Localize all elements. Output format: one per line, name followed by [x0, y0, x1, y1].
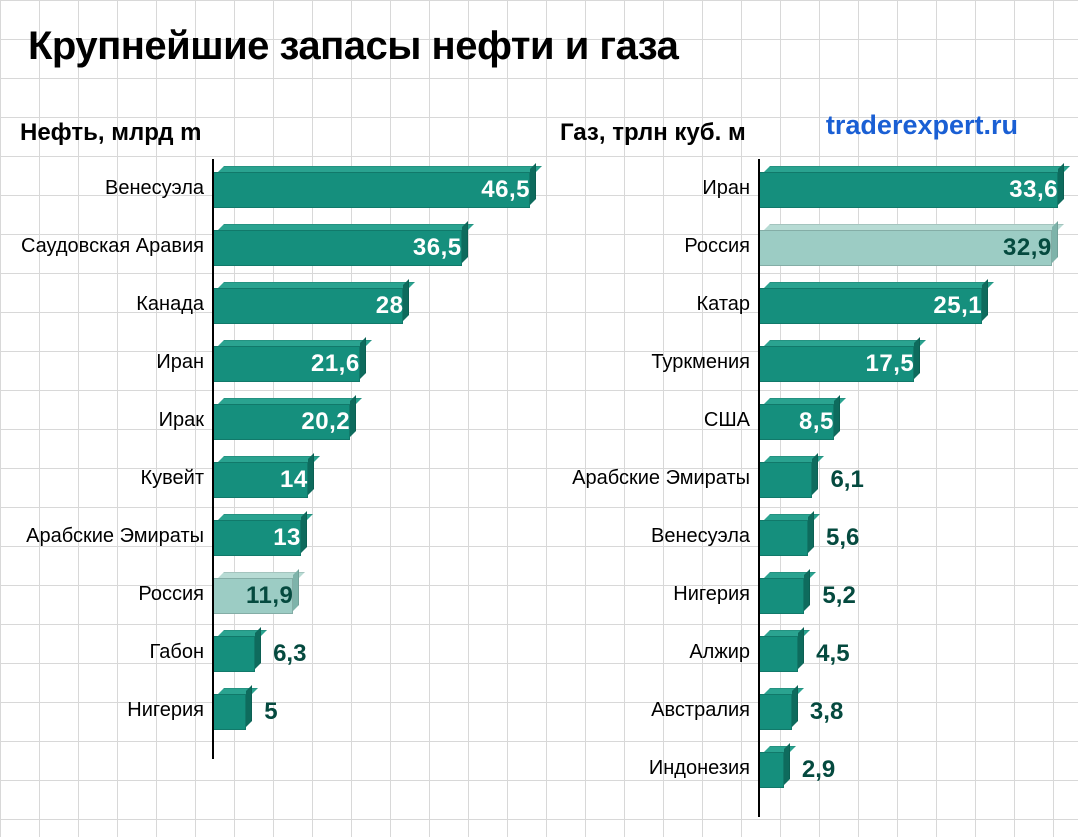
bar-value: 21,6 — [212, 346, 360, 382]
country-label: Арабские Эмираты — [540, 467, 758, 490]
bar-row: Габон 6,3 — [0, 623, 540, 681]
country-label: Россия — [0, 583, 212, 606]
bar-row: Катар25,1 — [540, 275, 1078, 333]
bar-row: Нигерия 5,2 — [540, 565, 1078, 623]
country-label: Венесуэла — [540, 525, 758, 548]
bar-value: 4,5 — [804, 636, 849, 672]
bar-value: 28 — [212, 288, 403, 324]
country-label: Нигерия — [540, 583, 758, 606]
country-label: Иран — [540, 177, 758, 200]
bar-row: Саудовская Аравия36,5 — [0, 217, 540, 275]
country-label: Туркмения — [540, 351, 758, 374]
country-label: Россия — [540, 235, 758, 258]
country-label: Катар — [540, 293, 758, 316]
gas-axis-label: Газ, трлн куб. м — [540, 119, 1078, 147]
bar-side-face — [462, 221, 468, 263]
bar-row: Иран21,6 — [0, 333, 540, 391]
country-label: США — [540, 409, 758, 432]
bar-value: 14 — [212, 462, 308, 498]
bar-row: Венесуэла 5,6 — [540, 507, 1078, 565]
bar-side-face — [1058, 163, 1064, 205]
bar-value: 5,2 — [810, 578, 855, 614]
bar-row: Россия32,9 — [540, 217, 1078, 275]
bar-side-face — [293, 569, 299, 611]
bar-row: Кувейт14 — [0, 449, 540, 507]
gas-chart: Газ, трлн куб. м Иран33,6Россия32,9Катар… — [540, 119, 1078, 797]
bar-value: 5,6 — [814, 520, 859, 556]
bar-front-face — [758, 520, 808, 556]
bar-side-face — [834, 395, 840, 437]
bar-front-face — [212, 636, 255, 672]
bar-value: 36,5 — [212, 230, 462, 266]
bar-value: 13 — [212, 520, 301, 556]
bar-value: 46,5 — [212, 172, 530, 208]
bar-side-face — [350, 395, 356, 437]
bar-row: Ирак20,2 — [0, 391, 540, 449]
country-label: Индонезия — [540, 757, 758, 780]
bar-row: Арабские Эмираты13 — [0, 507, 540, 565]
bar-row: США8,5 — [540, 391, 1078, 449]
bar-side-face — [1052, 221, 1058, 263]
chart-container: Крупнейшие запасы нефти и газа traderexp… — [0, 0, 1078, 797]
country-label: Венесуэла — [0, 177, 212, 200]
bar-value: 20,2 — [212, 404, 350, 440]
bar-value: 33,6 — [758, 172, 1058, 208]
bar-side-face — [914, 337, 920, 379]
country-label: Канада — [0, 293, 212, 316]
oil-axis-label: Нефть, млрд m — [0, 119, 540, 147]
country-label: Алжир — [540, 641, 758, 664]
bar-value: 6,1 — [818, 462, 863, 498]
bar-row: Австралия 3,8 — [540, 681, 1078, 739]
bar-value: 11,9 — [212, 578, 293, 614]
bar-front-face — [758, 636, 798, 672]
bar-value: 32,9 — [758, 230, 1052, 266]
bar-value: 2,9 — [790, 752, 835, 788]
bar-side-face — [308, 453, 314, 495]
bar-row: Венесуэла46,5 — [0, 159, 540, 217]
bar-side-face — [301, 511, 307, 553]
bar-row: Индонезия 2,9 — [540, 739, 1078, 797]
bar-row: Канада28 — [0, 275, 540, 333]
page-title: Крупнейшие запасы нефти и газа — [0, 0, 1078, 69]
country-label: Саудовская Аравия — [0, 235, 212, 258]
bar-row: Туркмения17,5 — [540, 333, 1078, 391]
oil-chart: Нефть, млрд m Венесуэла46,5Саудовская Ар… — [0, 119, 540, 797]
bar-value: 25,1 — [758, 288, 982, 324]
bar-row: Алжир 4,5 — [540, 623, 1078, 681]
oil-rows: Венесуэла46,5Саудовская Аравия36,5Канада… — [0, 159, 540, 739]
bar-side-face — [530, 163, 536, 205]
bar-value: 17,5 — [758, 346, 914, 382]
bar-value: 6,3 — [261, 636, 306, 672]
bar-value: 3,8 — [798, 694, 843, 730]
country-label: Иран — [0, 351, 212, 374]
bar-row: Арабские Эмираты 6,1 — [540, 449, 1078, 507]
bar-front-face — [212, 694, 246, 730]
gas-rows: Иран33,6Россия32,9Катар25,1Туркмения17,5… — [540, 159, 1078, 797]
bar-side-face — [982, 279, 988, 321]
bar-side-face — [360, 337, 366, 379]
country-label: Кувейт — [0, 467, 212, 490]
bar-value: 5 — [252, 694, 277, 730]
country-label: Арабские Эмираты — [0, 525, 212, 548]
bar-front-face — [758, 462, 812, 498]
bar-row: Нигерия 5 — [0, 681, 540, 739]
bar-value: 8,5 — [758, 404, 834, 440]
bar-front-face — [758, 694, 792, 730]
bar-row: Россия11,9 — [0, 565, 540, 623]
bar-side-face — [403, 279, 409, 321]
bar-front-face — [758, 752, 784, 788]
bar-row: Иран33,6 — [540, 159, 1078, 217]
country-label: Габон — [0, 641, 212, 664]
country-label: Австралия — [540, 699, 758, 722]
country-label: Ирак — [0, 409, 212, 432]
bar-front-face — [758, 578, 804, 614]
country-label: Нигерия — [0, 699, 212, 722]
charts-row: Нефть, млрд m Венесуэла46,5Саудовская Ар… — [0, 119, 1078, 797]
